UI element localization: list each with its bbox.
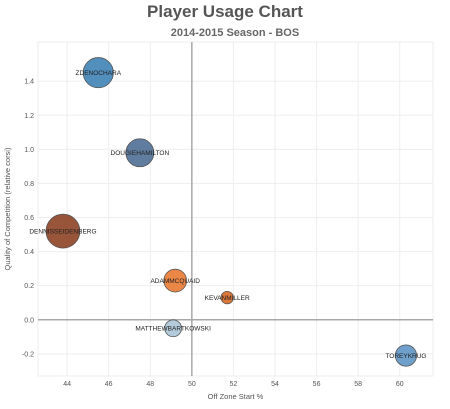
data-points: ZDENOCHARA DOUGIEHAMILTON DENNISSEIDENBERG… (29, 57, 427, 367)
grid-lines (37, 41, 434, 377)
y-tick-label: 0.6 (24, 215, 34, 222)
y-tick-label: 0.4 (24, 249, 34, 256)
data-point-label: DOUGIEHAMILTON (111, 150, 170, 157)
reference-lines (38, 42, 433, 376)
data-point (82, 57, 114, 89)
data-point (164, 319, 182, 338)
y-tick-label: 1.0 (24, 147, 34, 154)
y-axis-label: Quality of Competition (relative corsi) (3, 147, 12, 270)
x-tick-label: 56 (313, 381, 321, 388)
data-point-label: KEVANMILLER (205, 295, 250, 302)
x-tick-label: 46 (105, 381, 113, 388)
data-point (163, 268, 188, 293)
x-tick-label: 50 (188, 381, 196, 388)
y-tick-label: -0.2 (22, 351, 34, 358)
data-point-label: ADAMMCQUAID (150, 278, 200, 285)
y-tick-label: 1.2 (24, 113, 34, 120)
x-tick-label: 44 (63, 381, 71, 388)
x-tick-label: 48 (146, 381, 154, 388)
y-tick-label: 0.2 (24, 283, 34, 290)
data-point (220, 290, 234, 305)
data-point (394, 344, 418, 367)
x-tick-label: 52 (230, 381, 238, 388)
data-point-label: MATTHEWBARTKOWSKI (135, 326, 211, 333)
x-axis-label: Off Zone Start % (208, 392, 264, 401)
x-tick-label: 58 (354, 381, 362, 388)
data-point (45, 213, 81, 249)
x-tick-label: 54 (271, 381, 279, 388)
y-tick-label: 1.4 (24, 79, 34, 86)
tick-labels: 44 46 48 50 52 54 56 58 60 -0.2 0.0 0.2 0.4 0.6 0.8 1.0… (22, 79, 404, 388)
y-tick-label: 0.8 (24, 181, 34, 188)
y-tick-label: 0.0 (24, 317, 34, 324)
data-point-label: DENNISSEIDENBERG (29, 228, 96, 235)
data-point-label: ZDENOCHARA (76, 70, 122, 77)
data-point (125, 138, 155, 168)
data-point-label: TOREYKRUG (385, 353, 426, 360)
x-tick-label: 60 (396, 381, 404, 388)
plot-frame (37, 41, 434, 377)
chart-subtitle: 2014-2015 Season - BOS (170, 27, 300, 39)
chart-title: Player Usage Chart (147, 2, 303, 21)
